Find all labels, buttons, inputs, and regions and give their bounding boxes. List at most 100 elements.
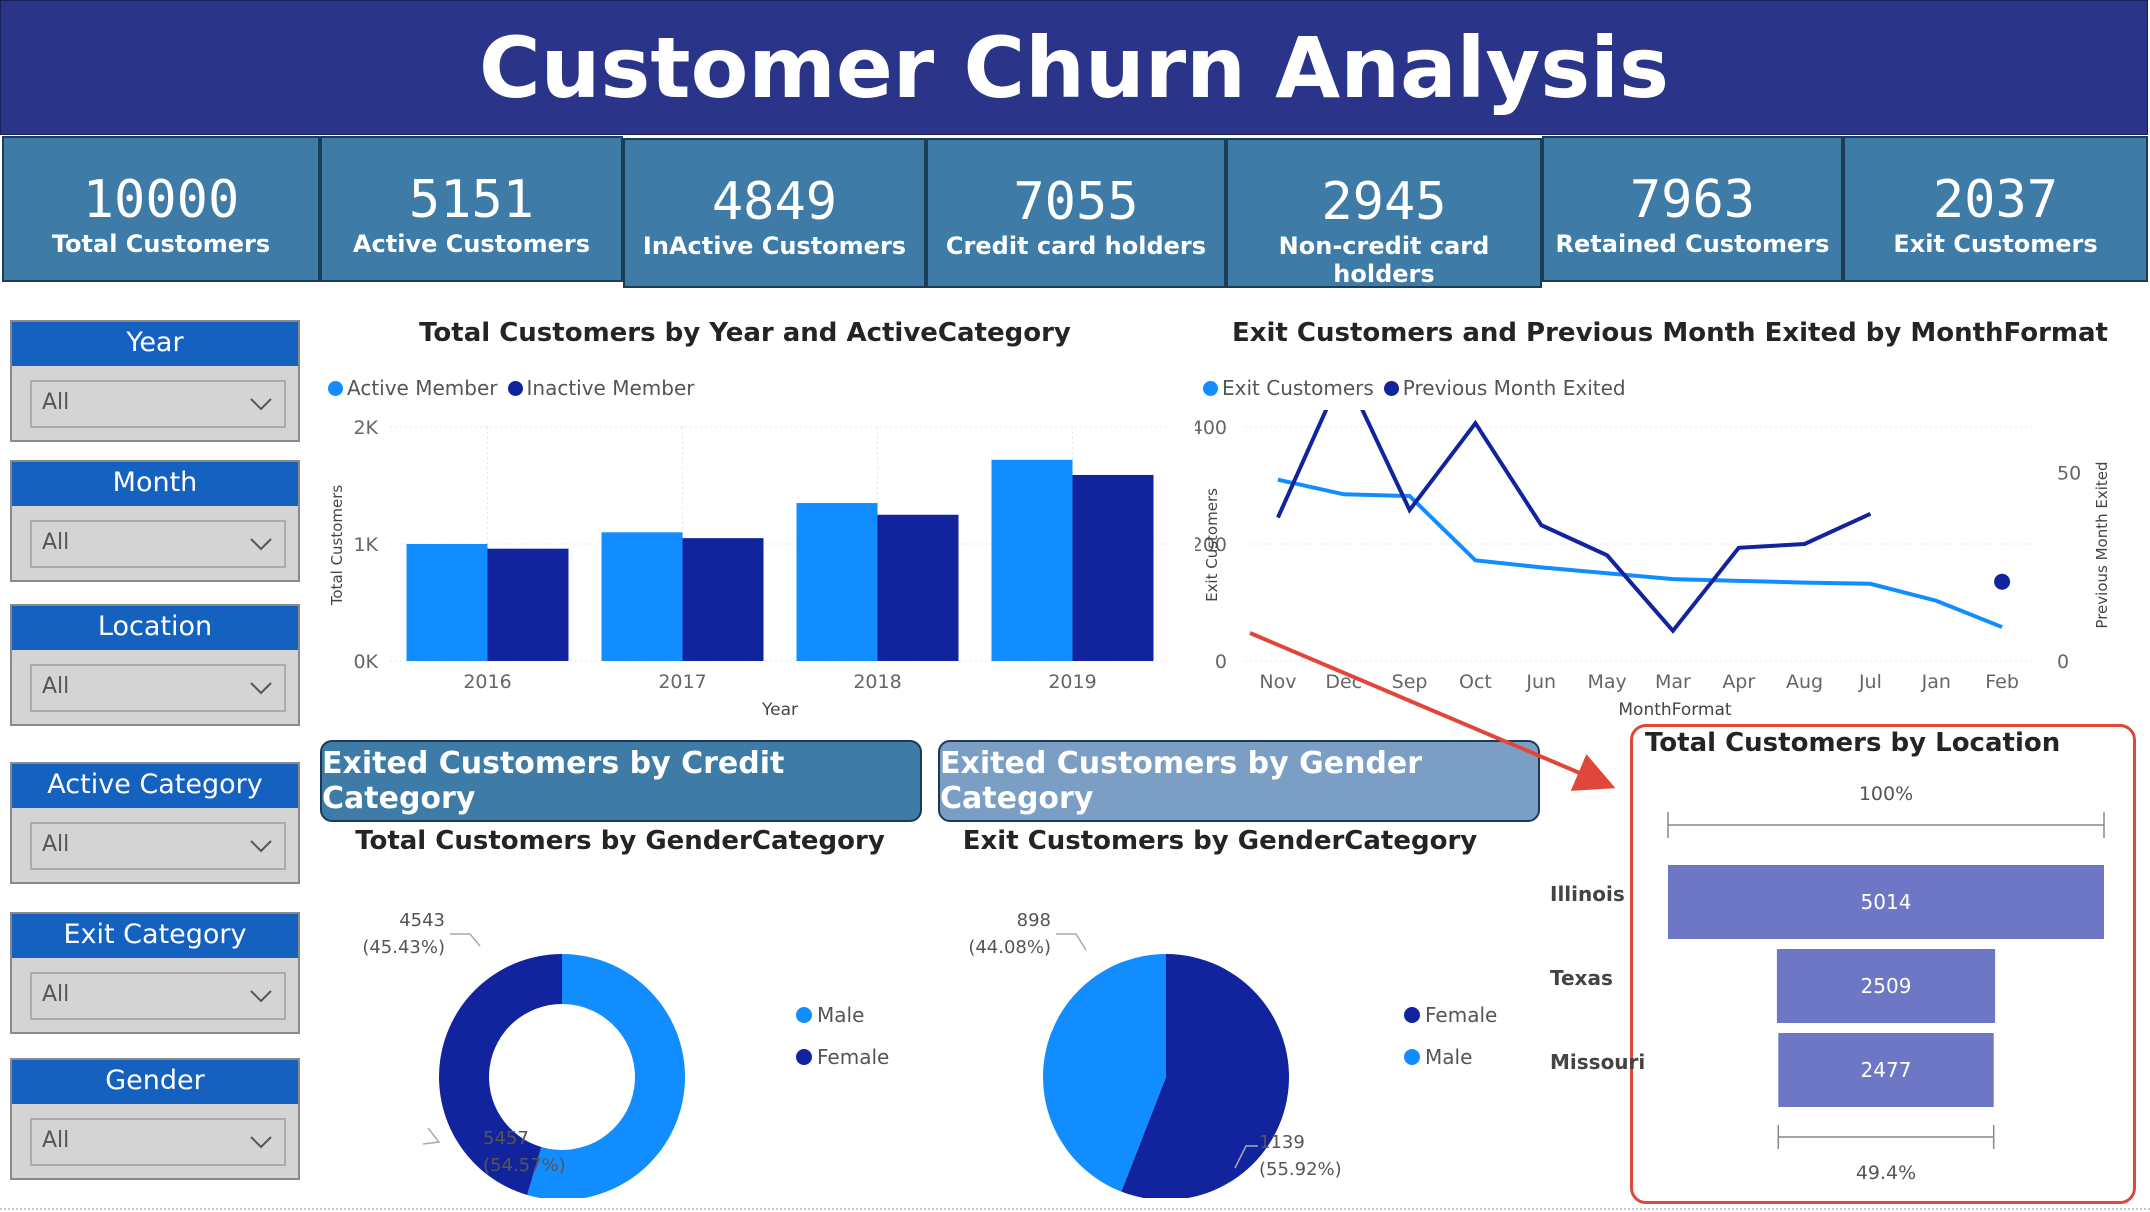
slicer-value: All xyxy=(42,674,70,699)
slicer: Year All xyxy=(10,320,300,442)
slicer: Exit Category All xyxy=(10,912,300,1034)
chevron-down-icon xyxy=(250,682,272,695)
slicer-dropdown[interactable]: All xyxy=(30,520,286,568)
slicer-value: All xyxy=(42,832,70,857)
x-tick-label: Mar xyxy=(1655,671,1691,693)
slicer-dropdown[interactable]: All xyxy=(30,1118,286,1166)
leader-line xyxy=(1234,1145,1258,1169)
slicer-header: Gender xyxy=(12,1060,298,1104)
line-chart-title: Exit Customers and Previous Month Exited… xyxy=(1231,318,2108,348)
chevron-down-icon xyxy=(250,840,272,853)
chevron-down-icon xyxy=(250,398,272,411)
legend-dot-exit-icon xyxy=(1203,380,1218,396)
chevron-down-icon xyxy=(250,1136,272,1149)
kpi-card: 10000 Total Customers xyxy=(2,136,320,282)
kpi-value: 2945 xyxy=(1321,172,1447,232)
bar-chart: 0K 1K 2K 2016 2017 2018 2019 Year Total Customer… xyxy=(328,417,1170,720)
slicer-value: All xyxy=(42,1128,70,1153)
pie-chart-title: Exit Customers by GenderCategory xyxy=(962,826,1478,856)
slicer-header: Location xyxy=(12,606,298,650)
slicer-header: Month xyxy=(12,462,298,506)
kpi-card: 2037 Exit Customers xyxy=(1843,136,2148,282)
gender-category-button[interactable]: Exited Customers by Gender Category xyxy=(938,740,1540,822)
kpi-label: InActive Customers xyxy=(642,232,907,260)
slice-pct-label: (45.43%) xyxy=(362,937,445,958)
legend-label: Female xyxy=(817,1045,889,1069)
funnel-top-pct: 100% xyxy=(1859,783,1913,805)
x-tick-label: 2019 xyxy=(1048,671,1096,693)
bar xyxy=(1072,474,1154,661)
kpi-card: 2945 Non-credit card holders xyxy=(1226,138,1542,288)
kpi-label: Active Customers xyxy=(352,230,591,258)
y-tick-label: 0 xyxy=(1215,651,1227,673)
slicer-dropdown[interactable]: All xyxy=(30,380,286,428)
x-tick-label: Nov xyxy=(1259,671,1296,693)
kpi-label: Non-credit card holders xyxy=(1278,232,1490,288)
x-tick-label: Jul xyxy=(1858,671,1882,693)
credit-category-button[interactable]: Exited Customers by Credit Category xyxy=(320,740,922,822)
slice-pct-label: (54.57%) xyxy=(483,1155,566,1176)
bar xyxy=(487,548,569,661)
funnel-value-label: 2477 xyxy=(1861,1058,1912,1082)
x-axis-label: MonthFormat xyxy=(1618,700,1732,720)
legend-item-previous-month[interactable]: Previous Month Exited xyxy=(1383,376,1626,400)
x-tick-label: 2018 xyxy=(853,671,901,693)
bar xyxy=(601,532,683,661)
legend-item-exit-customers[interactable]: Exit Customers xyxy=(1203,376,1374,400)
bar xyxy=(682,538,764,661)
bar xyxy=(406,544,488,661)
x-axis-label: Year xyxy=(761,700,798,720)
highlight-box xyxy=(1630,724,2136,1204)
kpi-card: 7055 Credit card holders xyxy=(926,138,1226,288)
kpi-card: 4849 InActive Customers xyxy=(623,138,926,288)
slicer-value: All xyxy=(42,982,70,1007)
legend-label: Male xyxy=(1425,1045,1472,1069)
x-tick-label: Jun xyxy=(1525,671,1556,693)
y-tick-label: 0K xyxy=(353,651,378,673)
funnel-category-label: Texas xyxy=(1550,966,1613,990)
legend-item-inactive[interactable]: Inactive Member xyxy=(507,376,695,400)
slicer-header: Exit Category xyxy=(12,914,298,958)
legend-dot-inactive-icon xyxy=(507,380,523,396)
donut-chart-title: Total Customers by GenderCategory xyxy=(355,826,885,856)
slice-value-label: 4543 xyxy=(399,910,445,931)
legend-dot-previous-icon xyxy=(1383,380,1399,396)
y2-tick-label: 0 xyxy=(2057,651,2069,673)
kpi-value: 5151 xyxy=(408,170,535,230)
slice-pct-label: (55.92%) xyxy=(1259,1159,1342,1180)
leader-line xyxy=(1056,933,1087,951)
x-tick-label: May xyxy=(1587,671,1626,693)
funnel-bottom-pct: 49.4% xyxy=(1856,1162,1916,1184)
kpi-value: 7963 xyxy=(1629,170,1756,230)
kpi-value: 4849 xyxy=(711,172,838,232)
y-tick-label: 400 xyxy=(1195,417,1227,439)
legend-dot-active-icon xyxy=(328,380,343,396)
line-chart-legend: Exit Customers Previous Month Exited xyxy=(1203,376,1626,400)
slicer-dropdown[interactable]: All xyxy=(30,972,286,1020)
legend-item-active[interactable]: Active Member xyxy=(328,376,498,400)
funnel-bar xyxy=(1668,865,2104,939)
kpi-value: 2037 xyxy=(1932,170,2059,230)
slicer-dropdown[interactable]: All xyxy=(30,822,286,870)
annotation-arrow-icon xyxy=(1249,631,1616,791)
x-tick-label: Apr xyxy=(1722,671,1755,693)
funnel-bar xyxy=(1778,1033,1994,1107)
slicer-header: Year xyxy=(12,322,298,366)
kpi-card: 7963 Retained Customers xyxy=(1542,136,1843,282)
legend-dot-icon xyxy=(1404,1049,1420,1065)
chevron-down-icon xyxy=(250,538,272,551)
funnel-category-label: Illinois xyxy=(1550,882,1625,906)
slicer-header: Active Category xyxy=(12,764,298,808)
y2-tick-label: 50 xyxy=(2057,462,2081,484)
pie-slice xyxy=(1121,954,1290,1198)
slicer-dropdown[interactable]: All xyxy=(30,664,286,712)
dashboard-title: Customer Churn Analysis xyxy=(478,18,1670,117)
x-tick-label: Feb xyxy=(1985,671,2019,693)
pie-slice xyxy=(439,954,562,1195)
slicer-value: All xyxy=(42,530,70,555)
y-tick-label: 2K xyxy=(353,417,378,439)
bar xyxy=(877,514,959,661)
slice-value-label: 898 xyxy=(1017,910,1051,931)
x-tick-label: 2017 xyxy=(658,671,706,693)
